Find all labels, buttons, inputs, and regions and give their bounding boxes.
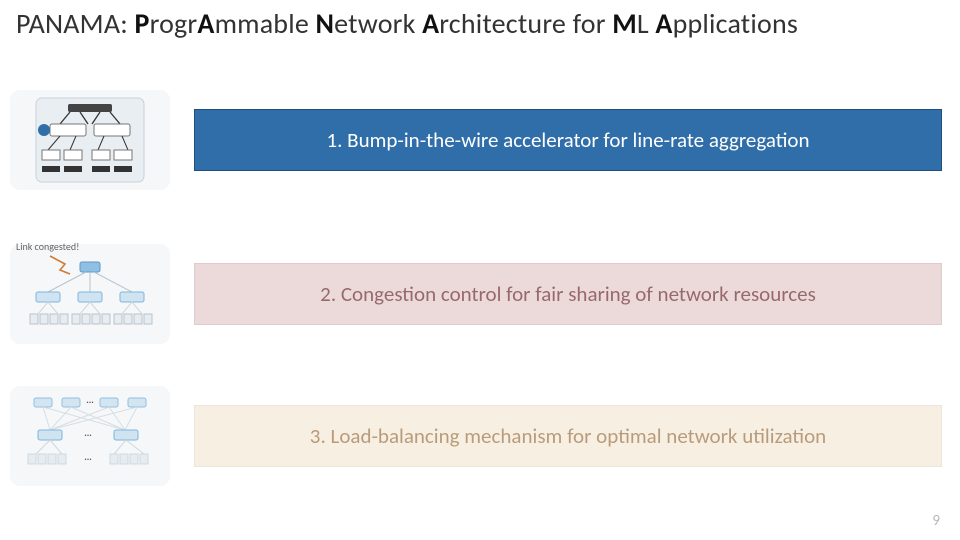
congestion-caption: Link congested! <box>16 240 79 253</box>
row-1: 1. Bump-in-the-wire accelerator for line… <box>10 90 942 190</box>
thumb-loadbalance: ··· ··· <box>10 386 170 486</box>
bar-1-text: 1. Bump-in-the-wire accelerator for line… <box>326 127 809 153</box>
bar-1: 1. Bump-in-the-wire accelerator for line… <box>194 109 942 171</box>
svg-text:···: ··· <box>84 452 92 465</box>
svg-text:···: ··· <box>86 395 94 408</box>
page-number: 9 <box>932 512 940 530</box>
accelerator-diagram-icon <box>10 90 170 190</box>
slide-title: PANAMA: ProgrAmmable Network Architectur… <box>16 6 944 41</box>
congestion-diagram-icon <box>10 244 170 344</box>
row-3: ··· ··· <box>10 386 942 486</box>
thumb-congestion: Link congested! <box>10 244 170 344</box>
bar-3: 3. Load-balancing mechanism for optimal … <box>194 405 942 467</box>
thumb-accelerator <box>10 90 170 190</box>
row-2: Link congested! <box>10 244 942 344</box>
loadbalance-diagram-icon: ··· ··· <box>10 386 170 486</box>
svg-text:···: ··· <box>84 428 92 441</box>
bar-2: 2. Congestion control for fair sharing o… <box>194 263 942 325</box>
bar-3-text: 3. Load-balancing mechanism for optimal … <box>310 423 826 449</box>
bar-2-text: 2. Congestion control for fair sharing o… <box>320 281 816 307</box>
